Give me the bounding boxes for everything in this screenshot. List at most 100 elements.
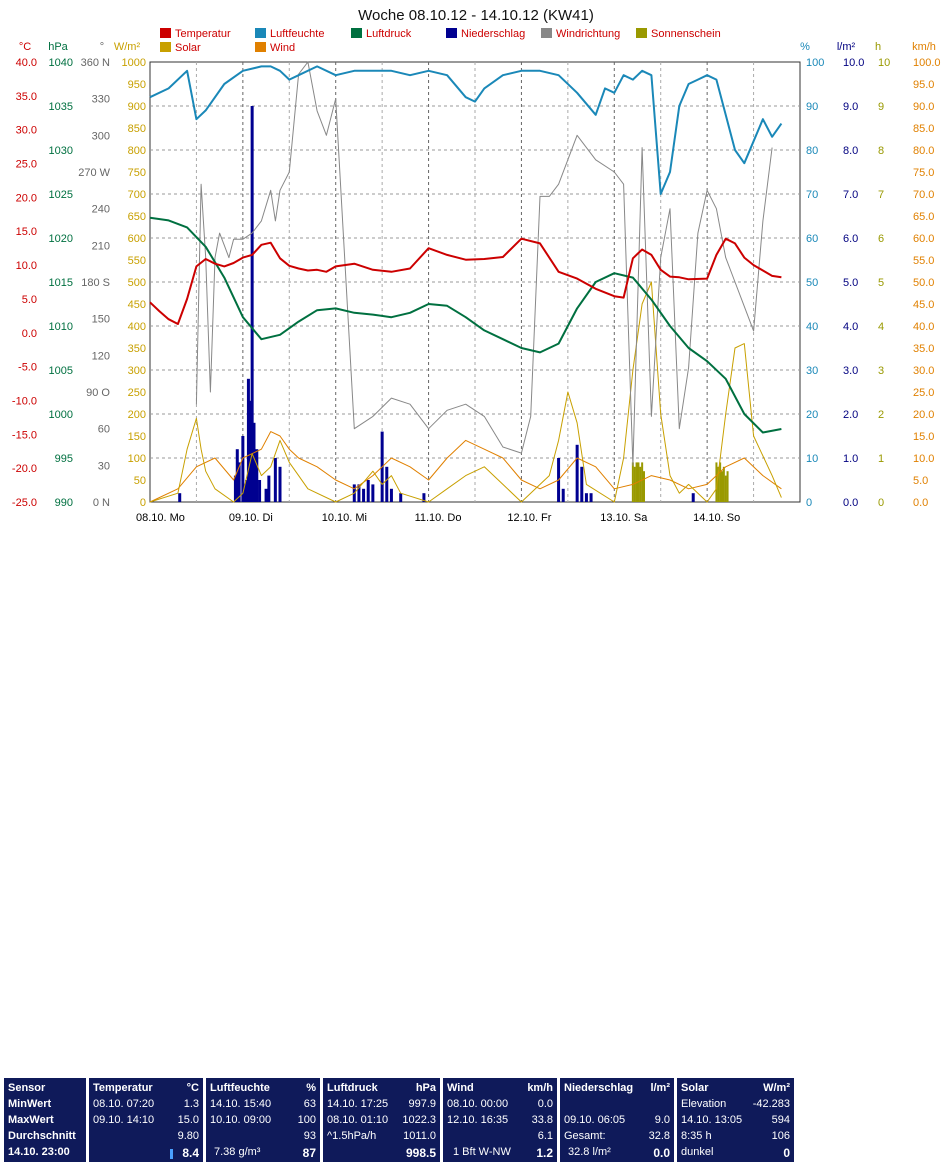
wind-tick-label: 90.0 bbox=[913, 101, 934, 113]
solar-avg: 106 bbox=[771, 1130, 790, 1142]
rain-max-time: 09.10. 06:05 bbox=[564, 1114, 626, 1126]
humidity-unit: % bbox=[306, 1082, 316, 1094]
sunshine-bar bbox=[639, 466, 642, 502]
wind-tick-label: 40.0 bbox=[913, 321, 934, 333]
temp-unit-label: °C bbox=[19, 41, 31, 53]
pressure-tick-label: 1020 bbox=[49, 233, 73, 245]
sun-tick-label: 2 bbox=[878, 409, 884, 421]
temp-min-time: 08.10. 07:20 bbox=[93, 1098, 155, 1110]
rain-bar bbox=[252, 422, 256, 502]
pressure-tick-label: 1030 bbox=[49, 145, 73, 157]
rain-bar bbox=[399, 493, 403, 502]
wind-tick-label: 55.0 bbox=[913, 255, 934, 267]
temp-max-time: 09.10. 14:10 bbox=[93, 1114, 155, 1126]
solar-tick-label: 350 bbox=[128, 343, 146, 355]
solar-tick-label: 0 bbox=[140, 497, 146, 509]
humidity-unit-label: % bbox=[800, 41, 810, 53]
temp-trend-icon bbox=[170, 1149, 173, 1159]
pressure-header: Luftdruck bbox=[327, 1082, 378, 1094]
wind-tick-label: 80.0 bbox=[913, 145, 934, 157]
wind-tick-label: 20.0 bbox=[913, 409, 934, 421]
rain-tick-label: 4.0 bbox=[843, 321, 858, 333]
rain-bar bbox=[575, 444, 579, 502]
wind-tick-label: 30.0 bbox=[913, 365, 934, 377]
legend-swatch bbox=[255, 42, 266, 52]
legend-swatch bbox=[160, 42, 171, 52]
series-luftfeuchte bbox=[149, 65, 783, 195]
solar-max-time: 14.10. 13:05 bbox=[681, 1114, 743, 1126]
temp-header: Temperatur bbox=[93, 1082, 153, 1094]
solar-tick-label: 800 bbox=[128, 145, 146, 157]
wind-tick-label: 0.0 bbox=[913, 497, 928, 509]
wind-tick-label: 60.0 bbox=[913, 233, 934, 245]
wind-unit: km/h bbox=[527, 1082, 553, 1094]
luftdruck-line bbox=[149, 216, 782, 434]
rain-bar bbox=[237, 462, 241, 502]
humidity-absolute: 7.38 g/m³ bbox=[214, 1146, 261, 1158]
rain-bar bbox=[235, 449, 239, 502]
axis-ticks: 40.035.030.025.020.015.010.05.00.0-5.0-1… bbox=[12, 57, 941, 509]
solar-state: dunkel bbox=[681, 1146, 714, 1158]
solar-current: 0 bbox=[783, 1146, 790, 1160]
sun-tick-label: 10 bbox=[878, 57, 890, 69]
sun-tick-label: 1 bbox=[878, 453, 884, 465]
wind-min-time: 08.10. 00:00 bbox=[447, 1098, 509, 1110]
series-niederschlag bbox=[178, 106, 695, 502]
wind-tick-label: 15.0 bbox=[913, 431, 934, 443]
panel-humidity: Luftfeuchte% 14.10. 15:40 63 10.10. 09:00… bbox=[206, 1078, 320, 1162]
temp-tick-label: -15.0 bbox=[12, 429, 37, 441]
panel-sensor: Sensor MinWert MaxWert Durchschnitt 14.1… bbox=[4, 1078, 86, 1162]
temp-tick-label: 20.0 bbox=[16, 192, 37, 204]
rain-bar bbox=[241, 436, 245, 502]
solar-tick-label: 150 bbox=[128, 431, 146, 443]
pressure-tick-label: 1015 bbox=[49, 277, 73, 289]
solar-tick-label: 850 bbox=[128, 123, 146, 135]
sunshine-bar bbox=[717, 466, 720, 502]
temp-tick-label: 5.0 bbox=[22, 294, 37, 306]
direction-tick-label: 60 bbox=[98, 424, 110, 436]
solar-max-value: 594 bbox=[771, 1114, 790, 1126]
legend-swatch bbox=[636, 28, 647, 38]
wind-tick-label: 65.0 bbox=[913, 211, 934, 223]
humidity-tick-label: 20 bbox=[806, 409, 818, 421]
rain-bar bbox=[178, 493, 182, 502]
sun-tick-label: 8 bbox=[878, 145, 884, 157]
temp-current: 8.4 bbox=[182, 1146, 199, 1160]
wind-avg: 6.1 bbox=[537, 1130, 553, 1142]
sunshine-bar bbox=[726, 471, 729, 502]
rain-bar bbox=[561, 488, 565, 502]
rain-total-label: Gesamt: bbox=[564, 1130, 606, 1142]
solar-tick-label: 600 bbox=[128, 233, 146, 245]
humidity-tick-label: 0 bbox=[806, 497, 812, 509]
temp-tick-label: -25.0 bbox=[12, 497, 37, 509]
rain-bar bbox=[589, 493, 593, 502]
temp-tick-label: -10.0 bbox=[12, 395, 37, 407]
pressure-tick-label: 1040 bbox=[49, 57, 73, 69]
pressure-min-time: 14.10. 17:25 bbox=[327, 1098, 389, 1110]
rain-bar bbox=[584, 493, 588, 502]
pressure-tick-label: 1010 bbox=[49, 321, 73, 333]
solar-tick-label: 750 bbox=[128, 167, 146, 179]
wind-tick-label: 45.0 bbox=[913, 299, 934, 311]
windrichtung-line bbox=[195, 61, 773, 466]
legend-label: Solar bbox=[175, 42, 201, 54]
humidity-max-value: 100 bbox=[297, 1114, 316, 1126]
rain-bar bbox=[385, 466, 389, 502]
temp-tick-label: -20.0 bbox=[12, 463, 37, 475]
rain-bar bbox=[422, 493, 426, 502]
legend-swatch bbox=[351, 28, 362, 38]
solar-elevation-value: -42.283 bbox=[752, 1098, 790, 1110]
legend-label: Temperatur bbox=[175, 28, 231, 40]
wind-min-value: 0.0 bbox=[537, 1098, 553, 1110]
direction-tick-label: 210 bbox=[92, 240, 110, 252]
temp-max-value: 15.0 bbox=[177, 1114, 199, 1126]
humidity-tick-label: 100 bbox=[806, 57, 824, 69]
legend-label: Luftdruck bbox=[366, 28, 412, 40]
pressure-avg: 1011.0 bbox=[403, 1130, 436, 1142]
temp-tick-label: -5.0 bbox=[18, 362, 37, 374]
humidity-tick-label: 30 bbox=[806, 365, 818, 377]
solar-tick-label: 500 bbox=[128, 277, 146, 289]
rain-tick-label: 3.0 bbox=[843, 365, 858, 377]
direction-tick-label: 270 W bbox=[78, 167, 110, 179]
panel-rain: Niederschlag l/m² 09.10. 06:05 9.0 Gesamt:… bbox=[560, 1078, 674, 1162]
